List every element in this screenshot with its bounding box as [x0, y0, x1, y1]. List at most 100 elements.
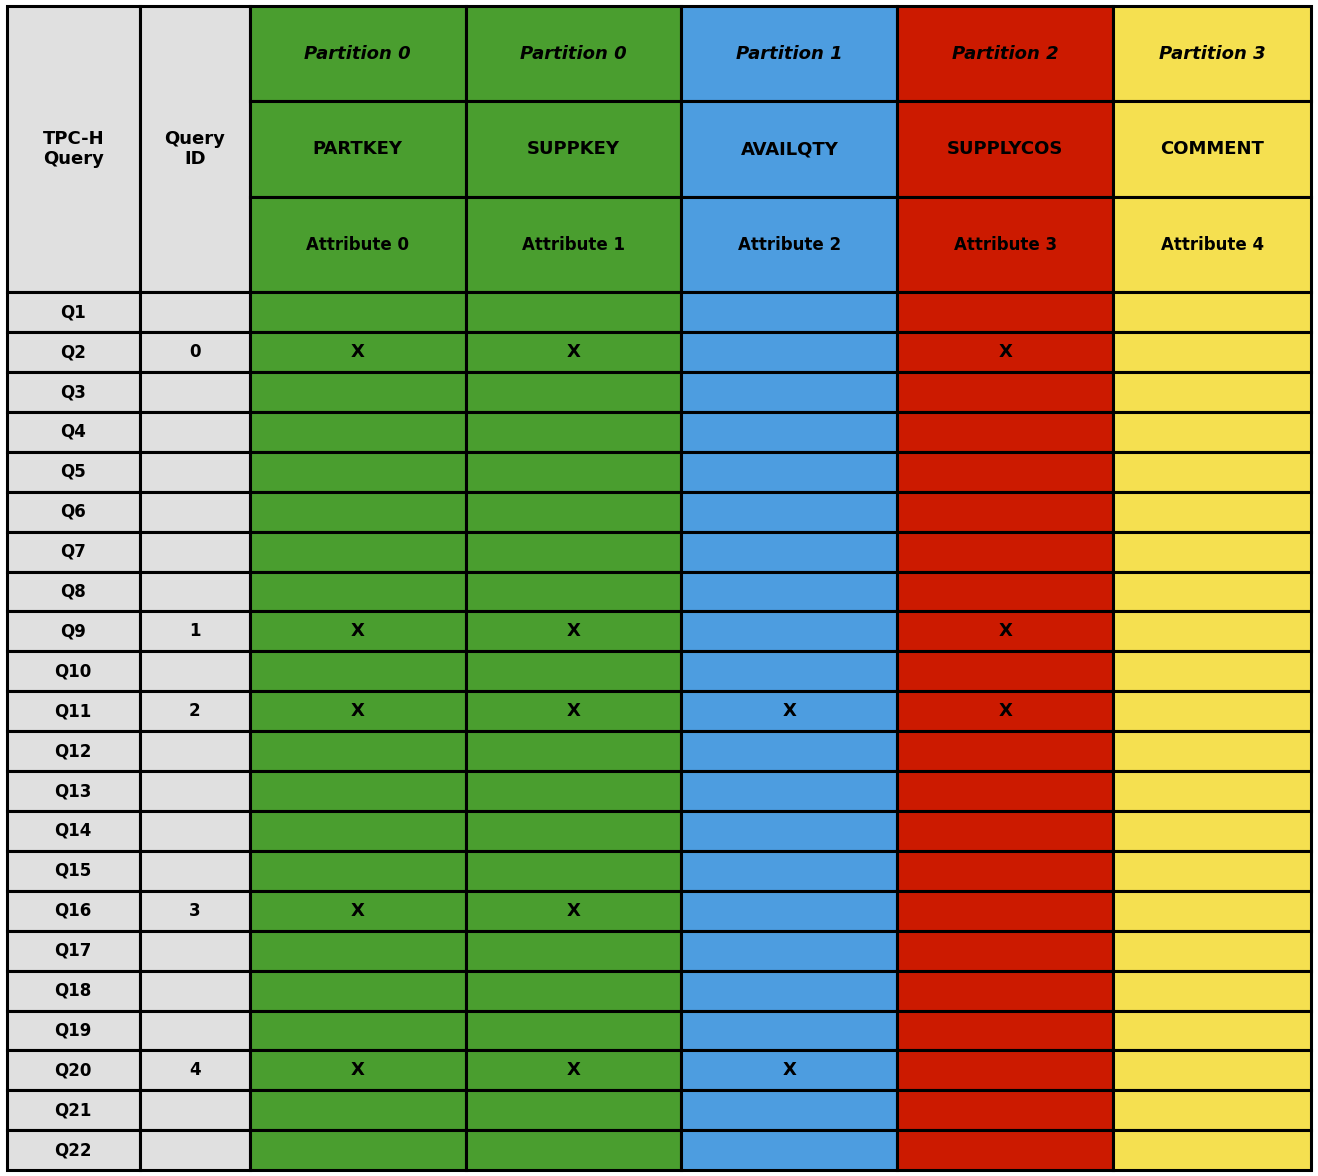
Bar — [898, 372, 1114, 412]
Bar — [7, 372, 140, 412]
Bar — [1114, 412, 1311, 452]
Bar — [898, 811, 1114, 851]
Bar — [681, 293, 898, 332]
Text: Q15: Q15 — [54, 862, 92, 880]
Text: Q5: Q5 — [61, 463, 86, 481]
Text: Q20: Q20 — [54, 1062, 92, 1080]
Bar — [465, 572, 681, 612]
Text: Partition 1: Partition 1 — [735, 45, 842, 62]
Text: Q16: Q16 — [54, 902, 92, 920]
Bar — [898, 930, 1114, 970]
Bar — [898, 492, 1114, 532]
Bar — [681, 412, 898, 452]
Bar — [7, 412, 140, 452]
Bar — [249, 412, 465, 452]
Text: Q10: Q10 — [54, 662, 92, 681]
Bar — [7, 1130, 140, 1170]
Bar — [898, 652, 1114, 691]
Bar — [7, 731, 140, 771]
Bar — [1114, 930, 1311, 970]
Bar — [681, 372, 898, 412]
Text: TPC-H
Query: TPC-H Query — [42, 129, 104, 168]
Text: Partition 3: Partition 3 — [1159, 45, 1265, 62]
Text: Q21: Q21 — [54, 1101, 92, 1120]
Bar — [140, 930, 249, 970]
Text: X: X — [567, 702, 580, 720]
Text: 0: 0 — [188, 343, 200, 361]
Bar — [681, 890, 898, 930]
Bar — [249, 652, 465, 691]
Bar — [249, 1090, 465, 1130]
Bar — [465, 771, 681, 811]
Bar — [7, 970, 140, 1010]
Bar — [681, 532, 898, 572]
Bar — [1114, 771, 1311, 811]
Text: Attribute 1: Attribute 1 — [522, 235, 625, 254]
Bar — [465, 293, 681, 332]
Bar — [140, 572, 249, 612]
Bar — [140, 1050, 249, 1090]
Text: Q12: Q12 — [54, 742, 92, 760]
Bar — [249, 691, 465, 731]
Bar — [1114, 293, 1311, 332]
Bar — [7, 532, 140, 572]
Bar — [249, 930, 465, 970]
Bar — [140, 652, 249, 691]
Bar — [249, 811, 465, 851]
Bar — [681, 452, 898, 492]
Bar — [681, 691, 898, 731]
Bar — [898, 452, 1114, 492]
Bar — [140, 412, 249, 452]
Text: Attribute 3: Attribute 3 — [954, 235, 1057, 254]
Bar — [465, 1130, 681, 1170]
Bar — [7, 6, 140, 293]
Text: X: X — [998, 622, 1012, 641]
Bar — [898, 412, 1114, 452]
Bar — [898, 532, 1114, 572]
Bar — [465, 970, 681, 1010]
Bar — [681, 811, 898, 851]
Bar — [7, 1050, 140, 1090]
Bar — [898, 731, 1114, 771]
Text: Q9: Q9 — [61, 622, 86, 641]
Bar — [249, 101, 465, 196]
Bar — [681, 1050, 898, 1090]
Bar — [140, 890, 249, 930]
Bar — [7, 1010, 140, 1050]
Bar — [898, 890, 1114, 930]
Bar — [465, 452, 681, 492]
Text: PARTKEY: PARTKEY — [312, 140, 402, 158]
Bar — [1114, 1010, 1311, 1050]
Bar — [465, 731, 681, 771]
Bar — [898, 612, 1114, 652]
Text: Q2: Q2 — [61, 343, 86, 361]
Bar — [7, 612, 140, 652]
Bar — [465, 1050, 681, 1090]
Bar — [140, 771, 249, 811]
Bar — [465, 811, 681, 851]
Bar — [898, 970, 1114, 1010]
Bar — [249, 532, 465, 572]
Bar — [465, 101, 681, 196]
Bar — [249, 293, 465, 332]
Bar — [1114, 196, 1311, 293]
Text: Q7: Q7 — [61, 542, 86, 561]
Bar — [681, 1010, 898, 1050]
Bar — [140, 811, 249, 851]
Text: X: X — [998, 343, 1012, 361]
Bar — [465, 691, 681, 731]
Text: X: X — [783, 702, 796, 720]
Text: Q18: Q18 — [54, 982, 92, 1000]
Bar — [681, 930, 898, 970]
Bar — [140, 492, 249, 532]
Bar — [681, 851, 898, 890]
Text: 1: 1 — [188, 622, 200, 641]
Bar — [7, 691, 140, 731]
Bar — [140, 691, 249, 731]
Bar — [249, 196, 465, 293]
Text: SUPPLYCOS: SUPPLYCOS — [948, 140, 1064, 158]
Bar — [249, 372, 465, 412]
Text: X: X — [351, 622, 365, 641]
Text: SUPPKEY: SUPPKEY — [527, 140, 619, 158]
Bar — [1114, 811, 1311, 851]
